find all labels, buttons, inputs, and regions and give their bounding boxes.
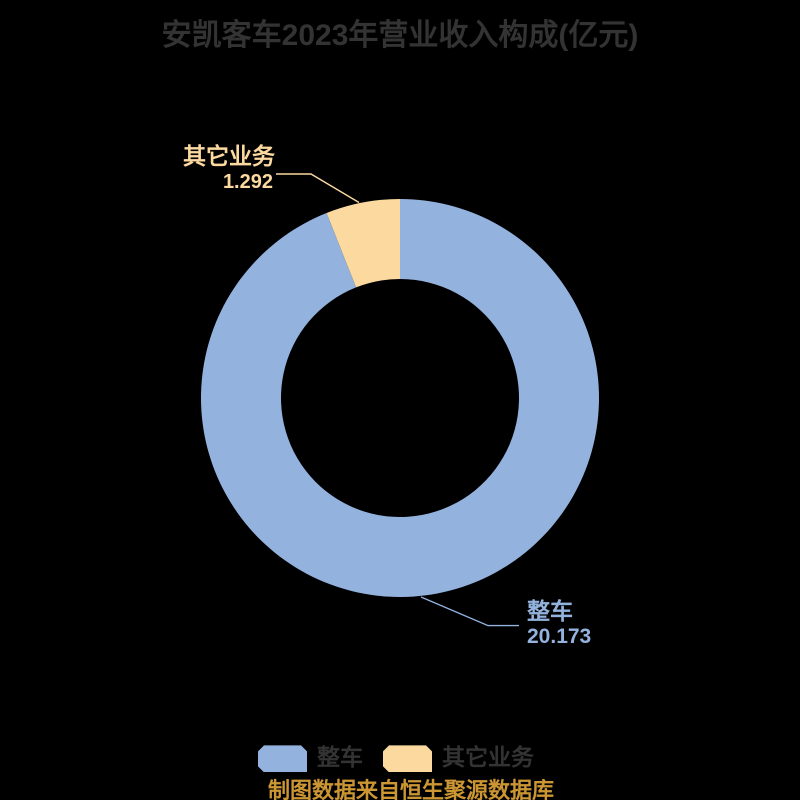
- svg-text:其它业务: 其它业务: [183, 143, 276, 169]
- svg-text:1.292: 1.292: [223, 171, 273, 193]
- svg-text:整车: 整车: [527, 598, 573, 624]
- svg-text:20.173: 20.173: [527, 625, 591, 648]
